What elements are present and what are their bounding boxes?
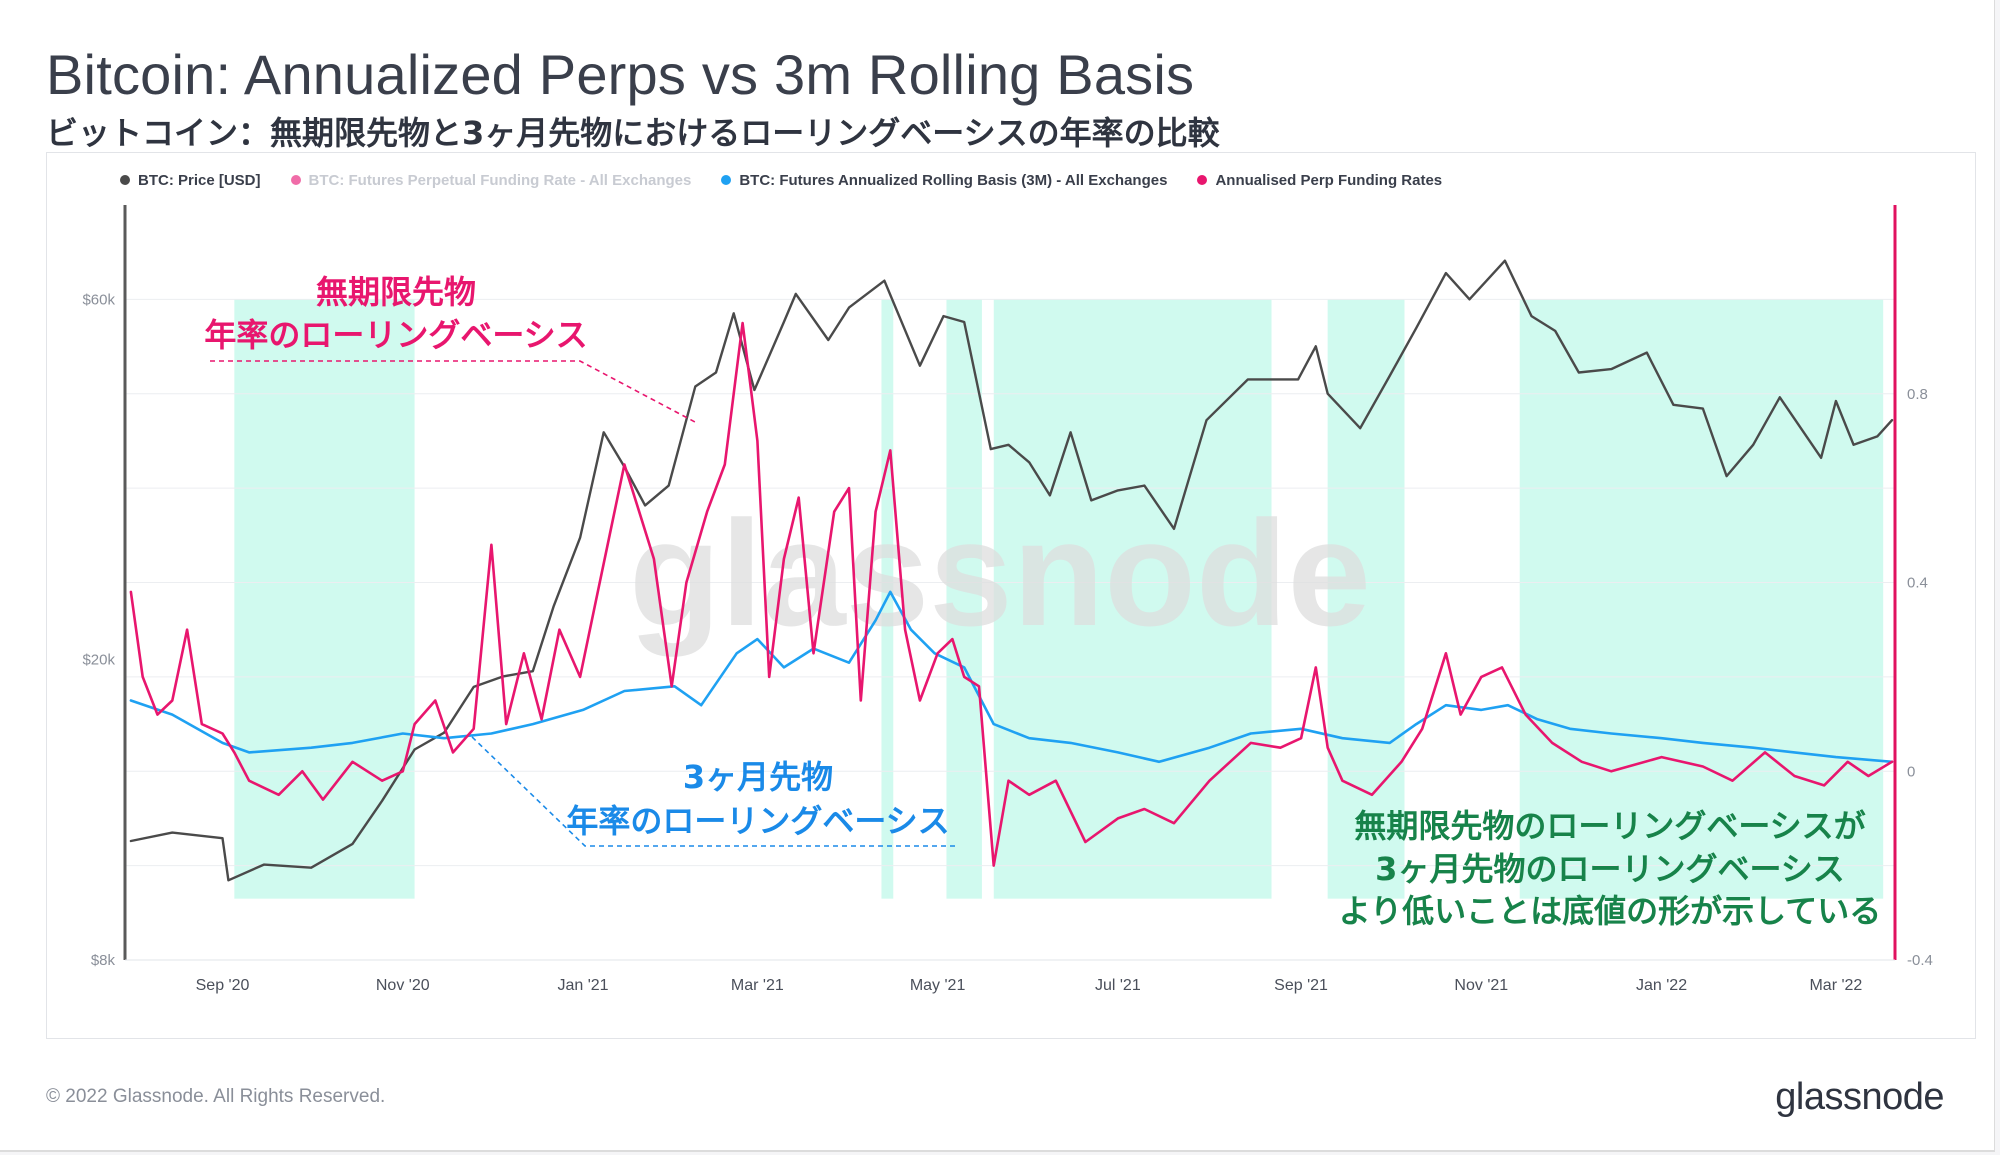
annotation-perp-line1: 無期限先物 (316, 273, 476, 311)
shaded-region-4 (1327, 299, 1405, 899)
legend-label-basis: BTC: Futures Annualized Rolling Basis (3… (739, 171, 1168, 189)
legend-dot-perp-funding-raw (290, 175, 301, 185)
annotations: 無期限先物 年率のローリングベーシス 3ヶ月先物 年率のローリングベーシス 無期… (204, 273, 1881, 930)
shaded-region-5 (1519, 299, 1884, 899)
page-subtitle: ビットコイン：無期限先物と3ヶ月先物におけるローリングベーシスの年率の比較 (46, 114, 1220, 152)
legend-item-perp-funding-raw[interactable]: BTC: Futures Perpetual Funding Rate - Al… (290, 171, 692, 189)
x-tick-label: Mar '22 (1809, 977, 1862, 994)
x-tick-label: Nov '21 (1454, 977, 1508, 994)
annotation-basis-line2: 年率のローリングベーシス (566, 802, 949, 840)
x-tick-label: Sep '21 (1274, 977, 1328, 994)
x-tick-label: Sep '20 (196, 977, 250, 994)
left-tick-label: $60k (82, 291, 115, 308)
footer-copyright: © 2022 Glassnode. All Rights Reserved. (46, 1086, 386, 1107)
gridlines (125, 298, 1895, 961)
shaded-region-3 (993, 299, 1272, 899)
shaded-region-2 (946, 299, 982, 899)
annotation-bottom-line3: より低いことは底値の形が示している (1339, 892, 1881, 930)
annotation-bottom-line1: 無期限先物のローリングベーシスが (1354, 807, 1865, 845)
right-tick-label: -0.4 (1907, 952, 1933, 969)
shaded-regions (234, 299, 1884, 899)
shaded-region-0 (234, 299, 415, 899)
series-lines (129, 259, 1894, 882)
axes: $8k $20k $60k -0.4 0 0.4 0.8 Sep '20 Nov '20 Jan … (82, 205, 1933, 994)
x-tick-label: Nov '20 (376, 977, 430, 994)
annotation-perp-leader (210, 360, 696, 423)
x-tick-label: Jul '21 (1095, 977, 1141, 994)
page-title: Bitcoin: Annualized Perps vs 3m Rolling … (46, 43, 1195, 106)
legend-label-perp-funding-raw: BTC: Futures Perpetual Funding Rate - Al… (308, 171, 692, 189)
x-tick-label: Jan '21 (557, 977, 608, 994)
legend-dot-basis (721, 175, 732, 185)
legend-dot-perp-annualised (1197, 175, 1208, 185)
right-tick-label: 0.8 (1907, 386, 1928, 403)
watermark: glassnode (629, 489, 1371, 657)
legend-item-perp-annualised[interactable]: Annualised Perp Funding Rates (1197, 172, 1442, 189)
series-line-perp-annualised (129, 321, 1894, 867)
footer-logo[interactable]: glassnode (1775, 1076, 1944, 1118)
x-tick-label: Mar '21 (731, 977, 784, 994)
legend-label-perp-annualised: Annualised Perp Funding Rates (1215, 171, 1443, 189)
legend-item-basis[interactable]: BTC: Futures Annualized Rolling Basis (3… (721, 172, 1167, 189)
x-tick-label: Jan '22 (1636, 977, 1687, 994)
annotation-basis-leader (469, 734, 955, 847)
chart-legend: BTC: Price [USD] BTC: Futures Perpetual … (120, 168, 1442, 192)
series-line-basis (129, 590, 1894, 764)
left-tick-label: $20k (82, 652, 115, 669)
annotation-bottom-line2: 3ヶ月先物のローリングベーシス (1375, 850, 1845, 888)
annotation-perp-line2: 年率のローリングベーシス (204, 316, 587, 354)
legend-dot-price (120, 175, 130, 185)
right-tick-label: 0.4 (1907, 575, 1928, 592)
legend-label-price: BTC: Price [USD] (138, 171, 261, 189)
series-line-price (129, 259, 1894, 882)
annotation-basis-line1: 3ヶ月先物 (683, 758, 833, 796)
legend-item-price[interactable]: BTC: Price [USD] (120, 172, 261, 189)
right-tick-label: 0 (1907, 763, 1915, 780)
x-tick-label: May '21 (910, 977, 966, 994)
left-tick-label: $8k (91, 952, 116, 969)
